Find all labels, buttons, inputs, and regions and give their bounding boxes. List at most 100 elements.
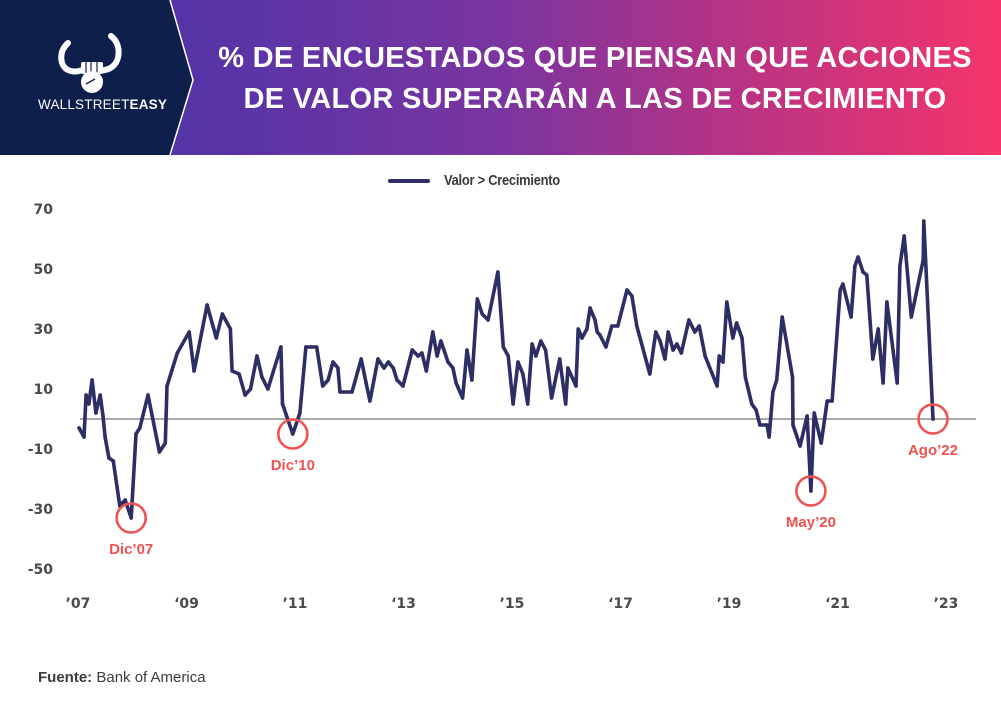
data-point xyxy=(391,366,396,370)
legend-label: Valor > Crecimiento xyxy=(444,172,560,189)
brand-panel: WALLSTREETEASY xyxy=(0,0,200,155)
data-point xyxy=(693,330,697,334)
data-point xyxy=(525,402,530,406)
annotation-circle xyxy=(795,475,827,507)
annotation-label: Dic’10 xyxy=(271,457,315,474)
data-point xyxy=(543,348,548,352)
data-point xyxy=(798,444,802,448)
data-point xyxy=(401,384,405,388)
data-point xyxy=(881,381,885,385)
data-point xyxy=(511,402,515,406)
brand-name-bold: EASY xyxy=(129,97,168,112)
data-point xyxy=(338,390,342,394)
data-point xyxy=(516,360,520,364)
source-value: Bank of America xyxy=(96,669,206,686)
data-point xyxy=(865,273,869,277)
header-banner: WALLSTREETEASY % DE ENCUESTADOS QUE PIEN… xyxy=(0,0,1001,155)
data-point xyxy=(416,354,420,358)
data-point xyxy=(465,348,469,352)
data-point xyxy=(228,327,233,331)
data-point xyxy=(809,489,813,493)
data-point xyxy=(750,402,754,406)
data-point xyxy=(703,354,707,358)
annotation-label: Ago’22 xyxy=(908,442,958,459)
annotations-layer: Dic’07 Dic’10 May’20 Ago’22 xyxy=(109,403,958,558)
series-layer xyxy=(77,219,935,520)
data-point xyxy=(298,411,302,415)
y-tick-label: -50 xyxy=(28,562,54,578)
y-tick-label: 70 xyxy=(34,202,54,218)
data-point xyxy=(304,345,308,349)
data-point xyxy=(146,393,150,397)
data-point xyxy=(743,375,748,379)
data-point xyxy=(410,348,415,352)
data-point xyxy=(765,423,769,427)
data-point xyxy=(574,384,578,388)
data-point xyxy=(220,312,225,316)
data-point xyxy=(610,324,614,328)
data-point xyxy=(758,423,762,427)
x-tick-label: ‘21 xyxy=(825,596,850,612)
data-point xyxy=(460,396,465,400)
data-point xyxy=(84,393,88,397)
data-point xyxy=(635,324,639,328)
data-point xyxy=(666,330,670,334)
data-point xyxy=(580,336,584,340)
data-point xyxy=(77,426,81,430)
annotation-label: May’20 xyxy=(786,514,836,531)
data-point xyxy=(557,357,562,361)
data-point xyxy=(754,408,758,412)
data-point xyxy=(480,312,485,316)
data-point xyxy=(87,402,91,406)
data-point xyxy=(819,441,823,445)
y-tick-label: 50 xyxy=(34,262,54,278)
data-point xyxy=(576,327,580,331)
data-point xyxy=(165,384,169,388)
data-point xyxy=(731,336,735,340)
data-point xyxy=(359,357,364,361)
data-point xyxy=(470,378,474,382)
x-tick-label: ‘09 xyxy=(174,596,199,612)
title-line-2: DE VALOR SUPERARÁN A LAS DE CRECIMIENTO xyxy=(243,83,947,115)
data-point xyxy=(314,345,319,349)
data-point xyxy=(838,288,842,292)
data-point xyxy=(308,345,313,349)
data-point xyxy=(420,351,424,355)
data-point xyxy=(521,372,525,376)
data-point xyxy=(107,456,111,460)
data-point xyxy=(386,360,391,364)
data-point xyxy=(895,381,899,385)
brand-panel-shape xyxy=(0,0,194,155)
data-point xyxy=(539,339,543,343)
data-point xyxy=(715,384,719,388)
data-point xyxy=(320,384,325,388)
data-point xyxy=(111,459,116,463)
data-point xyxy=(496,270,500,274)
annotation-circle xyxy=(917,403,949,435)
data-point xyxy=(898,264,902,268)
data-point xyxy=(717,354,721,358)
data-point xyxy=(157,450,162,454)
data-point xyxy=(279,345,283,349)
data-point xyxy=(205,303,209,307)
data-point xyxy=(566,366,570,370)
data-point xyxy=(871,357,875,361)
data-point xyxy=(790,375,795,379)
data-point xyxy=(876,327,880,331)
data-point xyxy=(266,387,270,391)
y-tick-label: -30 xyxy=(28,502,54,518)
data-point xyxy=(451,366,455,370)
data-point xyxy=(853,264,857,268)
data-point xyxy=(805,414,809,418)
data-point xyxy=(675,342,679,346)
x-tick-label: ‘13 xyxy=(391,596,416,612)
data-point xyxy=(439,339,443,343)
data-point xyxy=(336,366,340,370)
data-point xyxy=(82,435,86,439)
data-point xyxy=(861,270,865,274)
data-point xyxy=(825,399,829,403)
data-point xyxy=(885,300,889,304)
y-tick-label: -10 xyxy=(28,442,54,458)
data-point xyxy=(663,357,667,361)
